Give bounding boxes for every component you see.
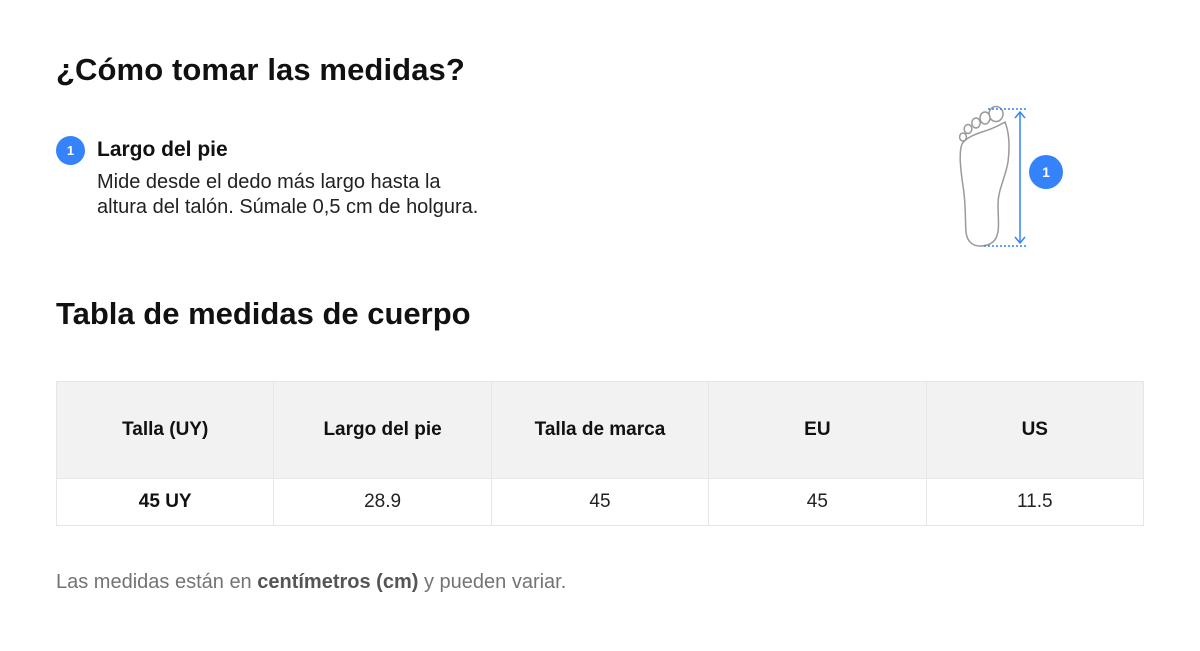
column-header: Talla de marca [490, 381, 710, 479]
column-header: US [925, 381, 1145, 479]
page-title: ¿Cómo tomar las medidas? [56, 52, 465, 87]
units-note-emphasis: centímetros (cm) [257, 571, 419, 593]
foot-measure-figure: 1 [948, 104, 1078, 254]
size-table: Talla (UY) Largo del pie Talla de marca … [55, 381, 1145, 526]
column-header: Largo del pie [273, 381, 492, 479]
units-note: Las medidas están en centímetros (cm) y … [56, 569, 566, 595]
column-header: Talla (UY) [55, 381, 275, 479]
units-note-suffix: y pueden variar. [418, 571, 567, 593]
column-header: EU [708, 381, 927, 479]
step-description: Mide desde el dedo más largo hasta la al… [97, 170, 577, 220]
step-title: Largo del pie [97, 138, 228, 161]
units-note-prefix: Las medidas están en [56, 571, 258, 593]
step-description-line: Mide desde el dedo más largo hasta la [97, 171, 441, 193]
foot-outline-icon: 1 [958, 105, 1063, 247]
size-table-title: Tabla de medidas de cuerpo [56, 296, 471, 331]
step-number-badge: 1 [56, 136, 85, 165]
table-cell: 11.5 [925, 478, 1145, 526]
table-header-row: Talla (UY) Largo del pie Talla de marca … [55, 381, 1145, 479]
table-cell: 45 UY [55, 478, 275, 526]
figure-badge-label: 1 [1042, 164, 1050, 180]
table-cell: 45 [708, 478, 927, 526]
table-row: 45 UY 28.9 45 45 11.5 [55, 478, 1145, 526]
table-cell: 45 [490, 478, 710, 526]
step-description-line: altura del talón. Súmale 0,5 cm de holgu… [97, 196, 479, 218]
table-cell: 28.9 [273, 478, 492, 526]
